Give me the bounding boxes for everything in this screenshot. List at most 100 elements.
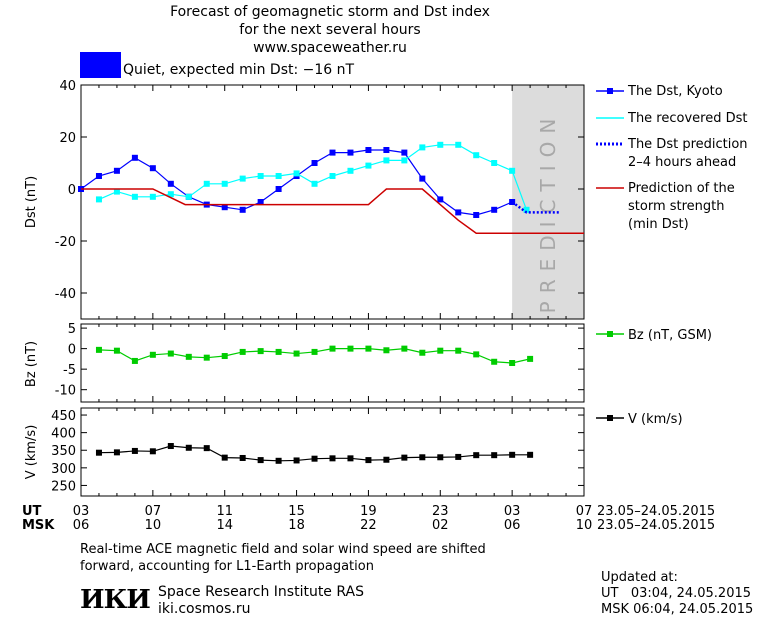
panel-frame — [80, 84, 585, 320]
series-the-recovered-dst-point — [131, 193, 138, 200]
series-the-recovered-dst-point — [185, 193, 192, 200]
series-the-dst-kyoto-point — [257, 199, 264, 205]
msk-tick-label: 14 — [216, 518, 233, 533]
series-v-km-s-point — [311, 455, 318, 462]
series-the-dst-kyoto-point — [329, 149, 336, 156]
msk-tick-label: 10 — [145, 518, 162, 533]
series-the-dst-kyoto-point — [95, 173, 102, 179]
ut-axis-label: UT — [22, 504, 42, 519]
series-the-dst-kyoto-point — [131, 154, 138, 161]
series-v-km-s-point — [437, 454, 444, 461]
series-the-recovered-dst-point — [275, 173, 282, 179]
series-the-recovered-dst-point — [113, 188, 120, 195]
panel-frame — [80, 407, 585, 497]
series-the-recovered-dst-point — [401, 157, 408, 164]
footer-note-line-2: forward, accounting for L1-Earth propaga… — [80, 559, 374, 574]
series-the-dst-kyoto-point — [383, 147, 390, 153]
footer-note-line-1: Real-time ACE magnetic field and solar w… — [80, 542, 486, 557]
series-the-recovered-dst-point — [455, 141, 462, 148]
series-v-km-s-point — [527, 451, 534, 458]
series-the-dst-kyoto-point — [149, 165, 156, 172]
series-bz-nt-gsm-point — [167, 350, 174, 357]
series-bz-nt-gsm-point — [113, 347, 120, 354]
institute-name: Space Research Institute RAS — [158, 584, 364, 600]
series-bz-nt-gsm-point — [275, 348, 282, 355]
series-bz-nt-gsm-point — [131, 357, 138, 364]
series-v-km-s-point — [221, 454, 228, 461]
series-v-km-s-point — [257, 457, 264, 464]
series-bz-nt-gsm-point — [95, 346, 102, 353]
series-the-recovered-dst-point — [491, 160, 498, 166]
legend-label: storm strength — [628, 199, 725, 214]
series-v-km-s-point — [95, 449, 102, 456]
series-the-dst-kyoto-point — [365, 147, 372, 153]
chart-title-line-1: Forecast of geomagnetic storm and Dst in… — [170, 4, 490, 20]
series-the-dst-prediction-2-4-hours-ahead-line — [511, 200, 561, 214]
series-bz-nt-gsm-point — [473, 351, 480, 358]
series-bz-nt-gsm-point — [509, 360, 516, 366]
msk-tick-label: 02 — [432, 518, 449, 533]
series-v-km-s-point — [347, 455, 354, 462]
chart-title-line-2: for the next several hours — [239, 22, 421, 38]
y-tick-label: 250 — [51, 479, 76, 494]
prediction-zone-label: PREDICTION — [536, 111, 560, 314]
series-bz-nt-gsm-point — [455, 347, 462, 354]
msk-tick-label: 18 — [288, 518, 305, 533]
date-range-ut: 23.05–24.05.2015 — [597, 504, 715, 519]
series-the-recovered-dst-point — [221, 180, 228, 187]
updated-label: Updated at: — [601, 570, 678, 585]
msk-tick-label: 06 — [73, 518, 90, 533]
y-tick-label: 400 — [51, 427, 76, 442]
series-v-km-s-point — [455, 453, 462, 460]
series-v-km-s-point — [419, 454, 426, 461]
series-bz-nt-gsm-point — [239, 348, 246, 355]
series-v-km-s-point — [329, 455, 336, 462]
series-the-dst-kyoto-point — [347, 149, 354, 156]
y-axis-label: V (km/s) — [24, 425, 39, 480]
series-the-recovered-dst-point — [347, 167, 354, 174]
legend-label: Bz (nT, GSM) — [628, 328, 712, 343]
y-tick-label: 40 — [59, 79, 76, 94]
y-tick-label: -40 — [55, 287, 76, 302]
y-tick-label: 350 — [51, 444, 76, 459]
series-the-recovered-dst-point — [95, 196, 102, 203]
msk-axis-label: MSK — [22, 518, 55, 533]
series-prediction-of-the-storm-strength-min-dst-line — [81, 188, 584, 234]
series-the-recovered-dst-point — [311, 180, 318, 187]
series-v-km-s-point — [365, 457, 372, 464]
series-the-dst-kyoto-point — [491, 206, 498, 213]
series-the-recovered-dst-point — [419, 144, 426, 151]
chart-title-url: www.spaceweather.ru — [253, 40, 407, 56]
legend-marker — [607, 331, 613, 337]
series-the-recovered-dst-point — [239, 175, 246, 182]
series-the-recovered-dst-point — [329, 173, 336, 179]
legend-marker — [607, 415, 613, 421]
series-bz-nt-gsm-point — [311, 348, 318, 355]
series-v-km-s-point — [239, 454, 246, 461]
institute-site-link[interactable]: iki.cosmos.ru — [158, 601, 251, 617]
series-bz-nt-gsm-point — [221, 353, 228, 360]
series-the-dst-kyoto-point — [455, 209, 462, 216]
status-swatch — [80, 52, 121, 78]
series-the-dst-kyoto-point — [473, 212, 480, 218]
y-tick-label: 0 — [68, 183, 76, 198]
legend-label: The Dst, Kyoto — [627, 84, 723, 99]
series-v-km-s-point — [149, 448, 156, 455]
iki-logo[interactable]: ИКИ — [80, 585, 151, 615]
legend-label: Prediction of the — [628, 181, 735, 196]
ut-tick-label: 11 — [216, 504, 233, 519]
series-bz-nt-gsm-point — [347, 345, 354, 352]
ut-tick-label: 07 — [576, 504, 593, 519]
msk-tick-label: 10 — [576, 518, 593, 533]
bz-panel: -10 -5 0 5 Bz (nT) — [24, 322, 585, 403]
updated-ut: UT 03:04, 24.05.2015 — [601, 586, 752, 601]
y-tick-label: 450 — [51, 409, 76, 424]
series-bz-nt-gsm-point — [257, 348, 264, 355]
y-axis-label: Dst (nT) — [24, 176, 39, 228]
series-the-dst-kyoto-point — [437, 196, 444, 203]
legend-label: V (km/s) — [628, 412, 683, 427]
series-the-recovered-dst-point — [257, 173, 264, 179]
series-bz-nt-gsm-point — [203, 354, 210, 361]
series-v-km-s-point — [275, 457, 282, 464]
